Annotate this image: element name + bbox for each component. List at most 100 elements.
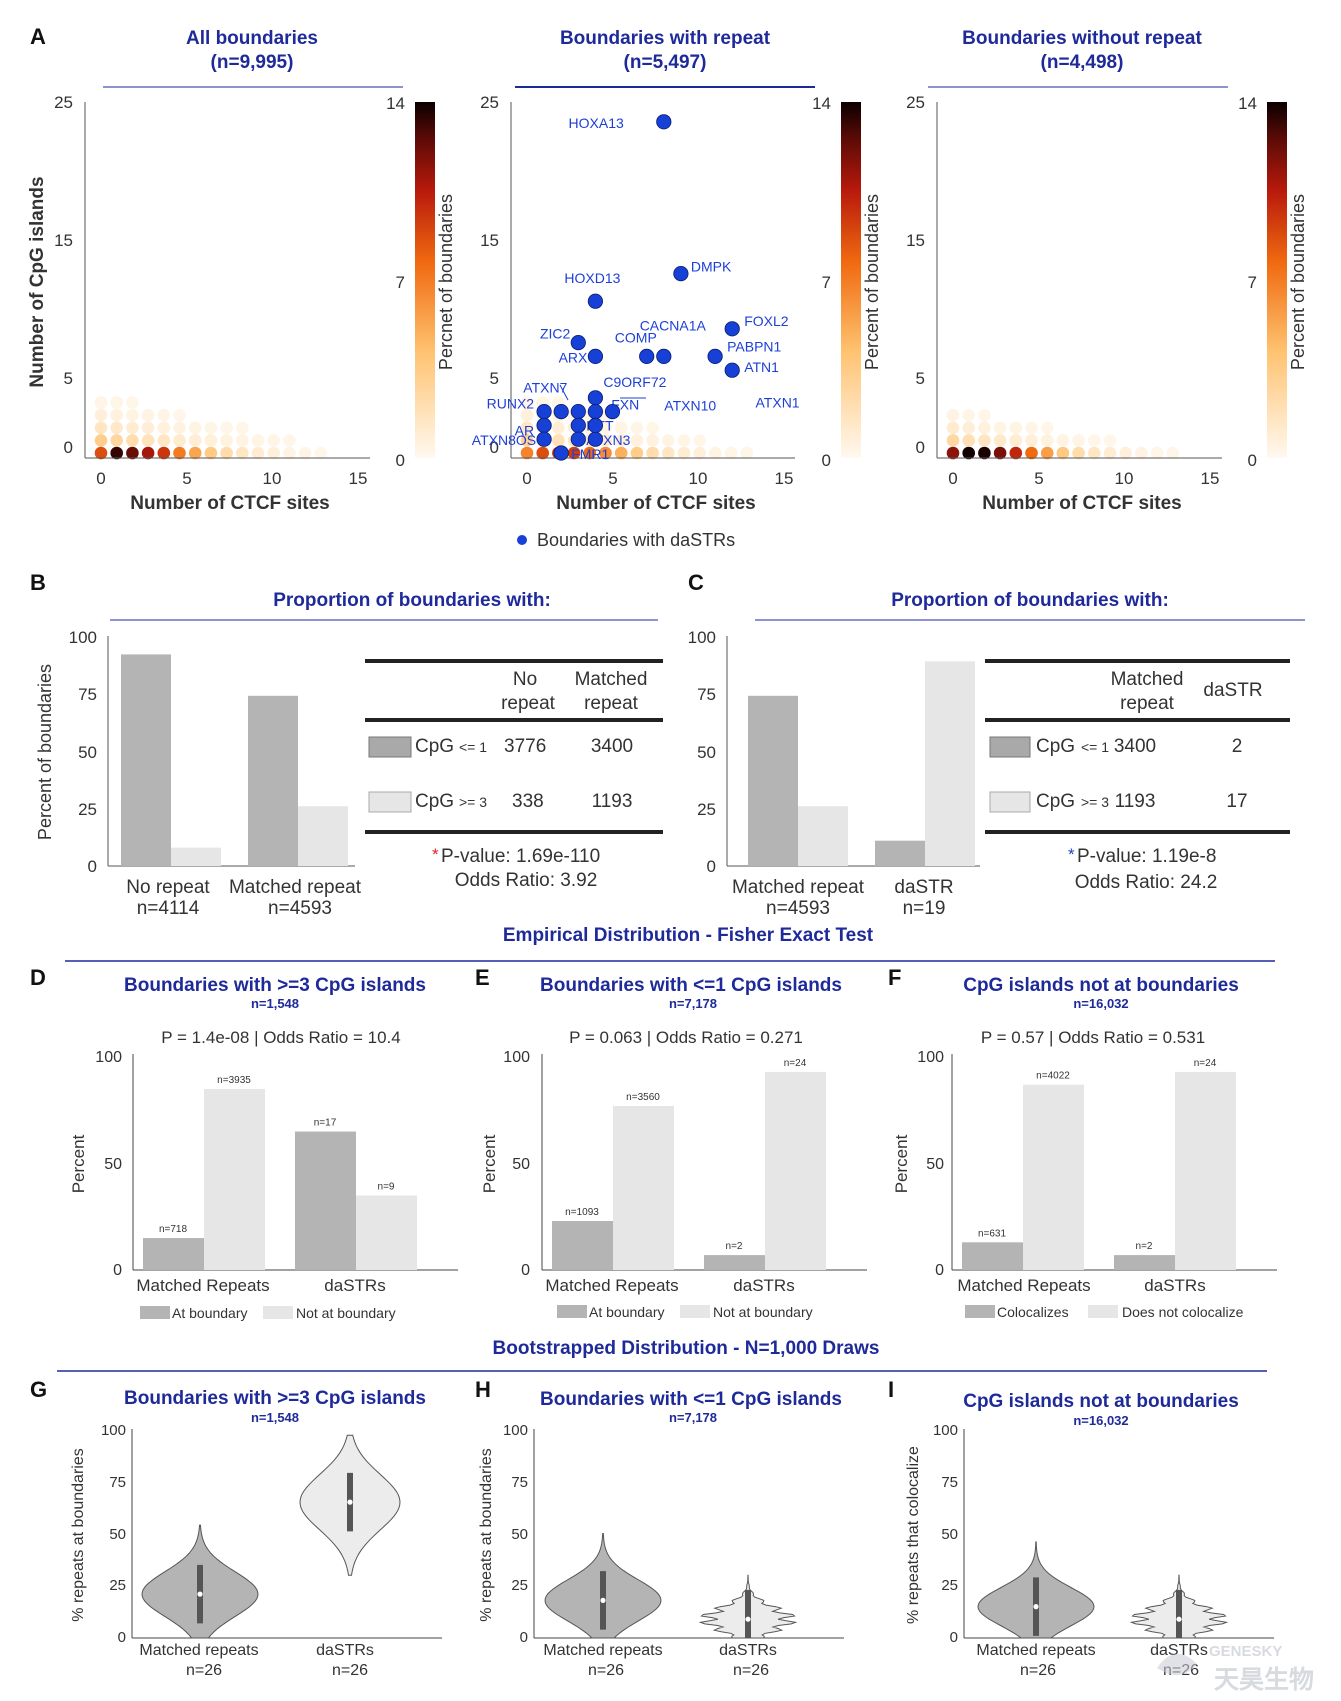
- dastr-point: [707, 348, 723, 364]
- legend-label: Does not colocalize: [1122, 1304, 1244, 1320]
- bar-label: n=2: [726, 1241, 743, 1252]
- bar: [204, 1088, 265, 1270]
- x-cat-sub: n=26: [332, 1662, 368, 1679]
- heat-dot: [267, 446, 281, 460]
- bar-label: n=631: [978, 1228, 1007, 1239]
- section-title-empirical: Empirical Distribution - Fisher Exact Te…: [503, 925, 874, 946]
- x-cat-sub: n=19: [903, 898, 946, 919]
- y-tick: 100: [101, 1422, 126, 1439]
- dastr-point: [536, 431, 552, 447]
- y-tick: 0: [118, 1629, 126, 1646]
- dastr-point: [570, 403, 586, 420]
- panel-c-bars: [748, 661, 975, 866]
- heat-dot: [724, 446, 738, 460]
- panel-c-table: Matched repeat daSTR CpG <= 1 3400 2 CpG…: [985, 659, 1290, 893]
- dastr-point: [656, 114, 672, 130]
- point-label: HOXD13: [564, 270, 620, 286]
- panel-f: CpG islands not at boundaries n=16,032 P…: [892, 975, 1244, 1320]
- panel-n: n=1,548: [251, 1410, 299, 1425]
- dastr-point: [724, 362, 740, 378]
- heat-dot: [1072, 446, 1085, 460]
- heat-dot: [236, 446, 249, 460]
- panel-a-plot-3: 25 15 5 0 0 5 10 15 Number of CTCF sites…: [906, 93, 1308, 514]
- bar: [613, 1105, 674, 1270]
- y-tick: 0: [521, 1262, 530, 1279]
- legend-swatch: [680, 1305, 710, 1318]
- heat-dot: [630, 421, 644, 435]
- point-label: COMP: [615, 329, 657, 345]
- y-tick: 5: [916, 369, 925, 388]
- heat-dot: [993, 446, 1007, 460]
- heat-dot: [614, 434, 628, 447]
- y-axis-label: Percent of boundaries: [35, 664, 55, 840]
- point-label: ARX: [559, 349, 588, 365]
- heat-dot: [946, 421, 960, 435]
- x-tick: 10: [689, 469, 708, 488]
- panel-b-title: Proportion of boundaries with:: [273, 590, 551, 611]
- panel-n: n=16,032: [1073, 1413, 1128, 1428]
- bar: [1114, 1255, 1175, 1270]
- panel-g: Boundaries with >=3 CpG islands n=1,548 …: [70, 1388, 426, 1679]
- panel-b-table: No repeat Matched repeat CpG <= 1 3776 3…: [365, 659, 663, 891]
- panel-a-subtitle-2: (n=5,497): [624, 52, 707, 73]
- x-cat-sub: n=26: [186, 1662, 222, 1679]
- y-tick: 50: [511, 1526, 528, 1543]
- panel-a-title-2: Boundaries with repeat: [560, 28, 771, 49]
- legend-dot: [517, 535, 527, 545]
- panel-label-g: G: [30, 1377, 47, 1402]
- bar-label: n=718: [159, 1224, 188, 1235]
- cbar-tick: 14: [1238, 94, 1257, 113]
- bar-label: n=9: [378, 1181, 395, 1192]
- heat-dot: [94, 408, 108, 422]
- y-tick: 15: [480, 231, 499, 250]
- heat-dot: [614, 446, 628, 460]
- panel-h: Boundaries with <=1 CpG islands n=7,178 …: [478, 1389, 842, 1679]
- panel-a-title-3: Boundaries without repeat: [962, 28, 1202, 49]
- y-tick: 100: [69, 628, 97, 647]
- heat-dot: [646, 434, 659, 447]
- heat-dot: [267, 434, 281, 447]
- dastr-point: [673, 265, 689, 282]
- point-label: DMPK: [691, 259, 732, 275]
- y-axis-label: Number of CpG islands: [27, 176, 48, 387]
- table-head: No: [513, 669, 537, 690]
- y-tick: 50: [512, 1156, 530, 1173]
- heat-dot: [567, 446, 581, 460]
- heat-dot: [126, 408, 139, 422]
- heat-dot: [110, 446, 123, 460]
- heat-dot: [946, 408, 960, 422]
- row-value: 1193: [592, 791, 633, 812]
- heat-dot: [251, 434, 265, 447]
- heat-dot: [110, 408, 123, 422]
- heat-dot: [662, 434, 675, 447]
- x-cat: Matched repeat: [732, 877, 865, 898]
- y-axis-label: % repeats that colocalize: [905, 1446, 922, 1624]
- x-tick: 0: [522, 469, 531, 488]
- heat-dot: [1088, 446, 1101, 460]
- colorbar-label: Percent of boundaries: [1288, 194, 1308, 370]
- heat-dot: [157, 434, 171, 447]
- heat-dot: [677, 434, 691, 447]
- x-cat: daSTR: [894, 877, 953, 898]
- significance-star: *: [1068, 845, 1075, 864]
- dastr-point: [639, 348, 655, 364]
- panel-e: Boundaries with <=1 CpG islands n=7,178 …: [480, 975, 842, 1320]
- bar: [748, 695, 798, 866]
- panel-label-a: A: [30, 24, 46, 49]
- heat-dot: [220, 446, 233, 460]
- heat-dot: [978, 408, 991, 422]
- point-label: CACNA1A: [640, 317, 707, 333]
- heat-dot: [188, 446, 202, 460]
- point-label: ATXN1: [756, 395, 800, 411]
- heatmap-dots-3: [946, 408, 1180, 460]
- point-label: ATN1: [744, 359, 779, 375]
- panel-label-b: B: [30, 570, 46, 595]
- bar-label: n=4022: [1036, 1071, 1070, 1082]
- x-cat: daSTRs: [324, 1276, 385, 1295]
- heat-dot: [552, 421, 565, 435]
- violin-median: [745, 1616, 751, 1622]
- cbar-tick: 7: [822, 273, 831, 292]
- heat-dot: [693, 434, 706, 447]
- heat-dot: [157, 446, 171, 460]
- heat-dot: [126, 396, 139, 409]
